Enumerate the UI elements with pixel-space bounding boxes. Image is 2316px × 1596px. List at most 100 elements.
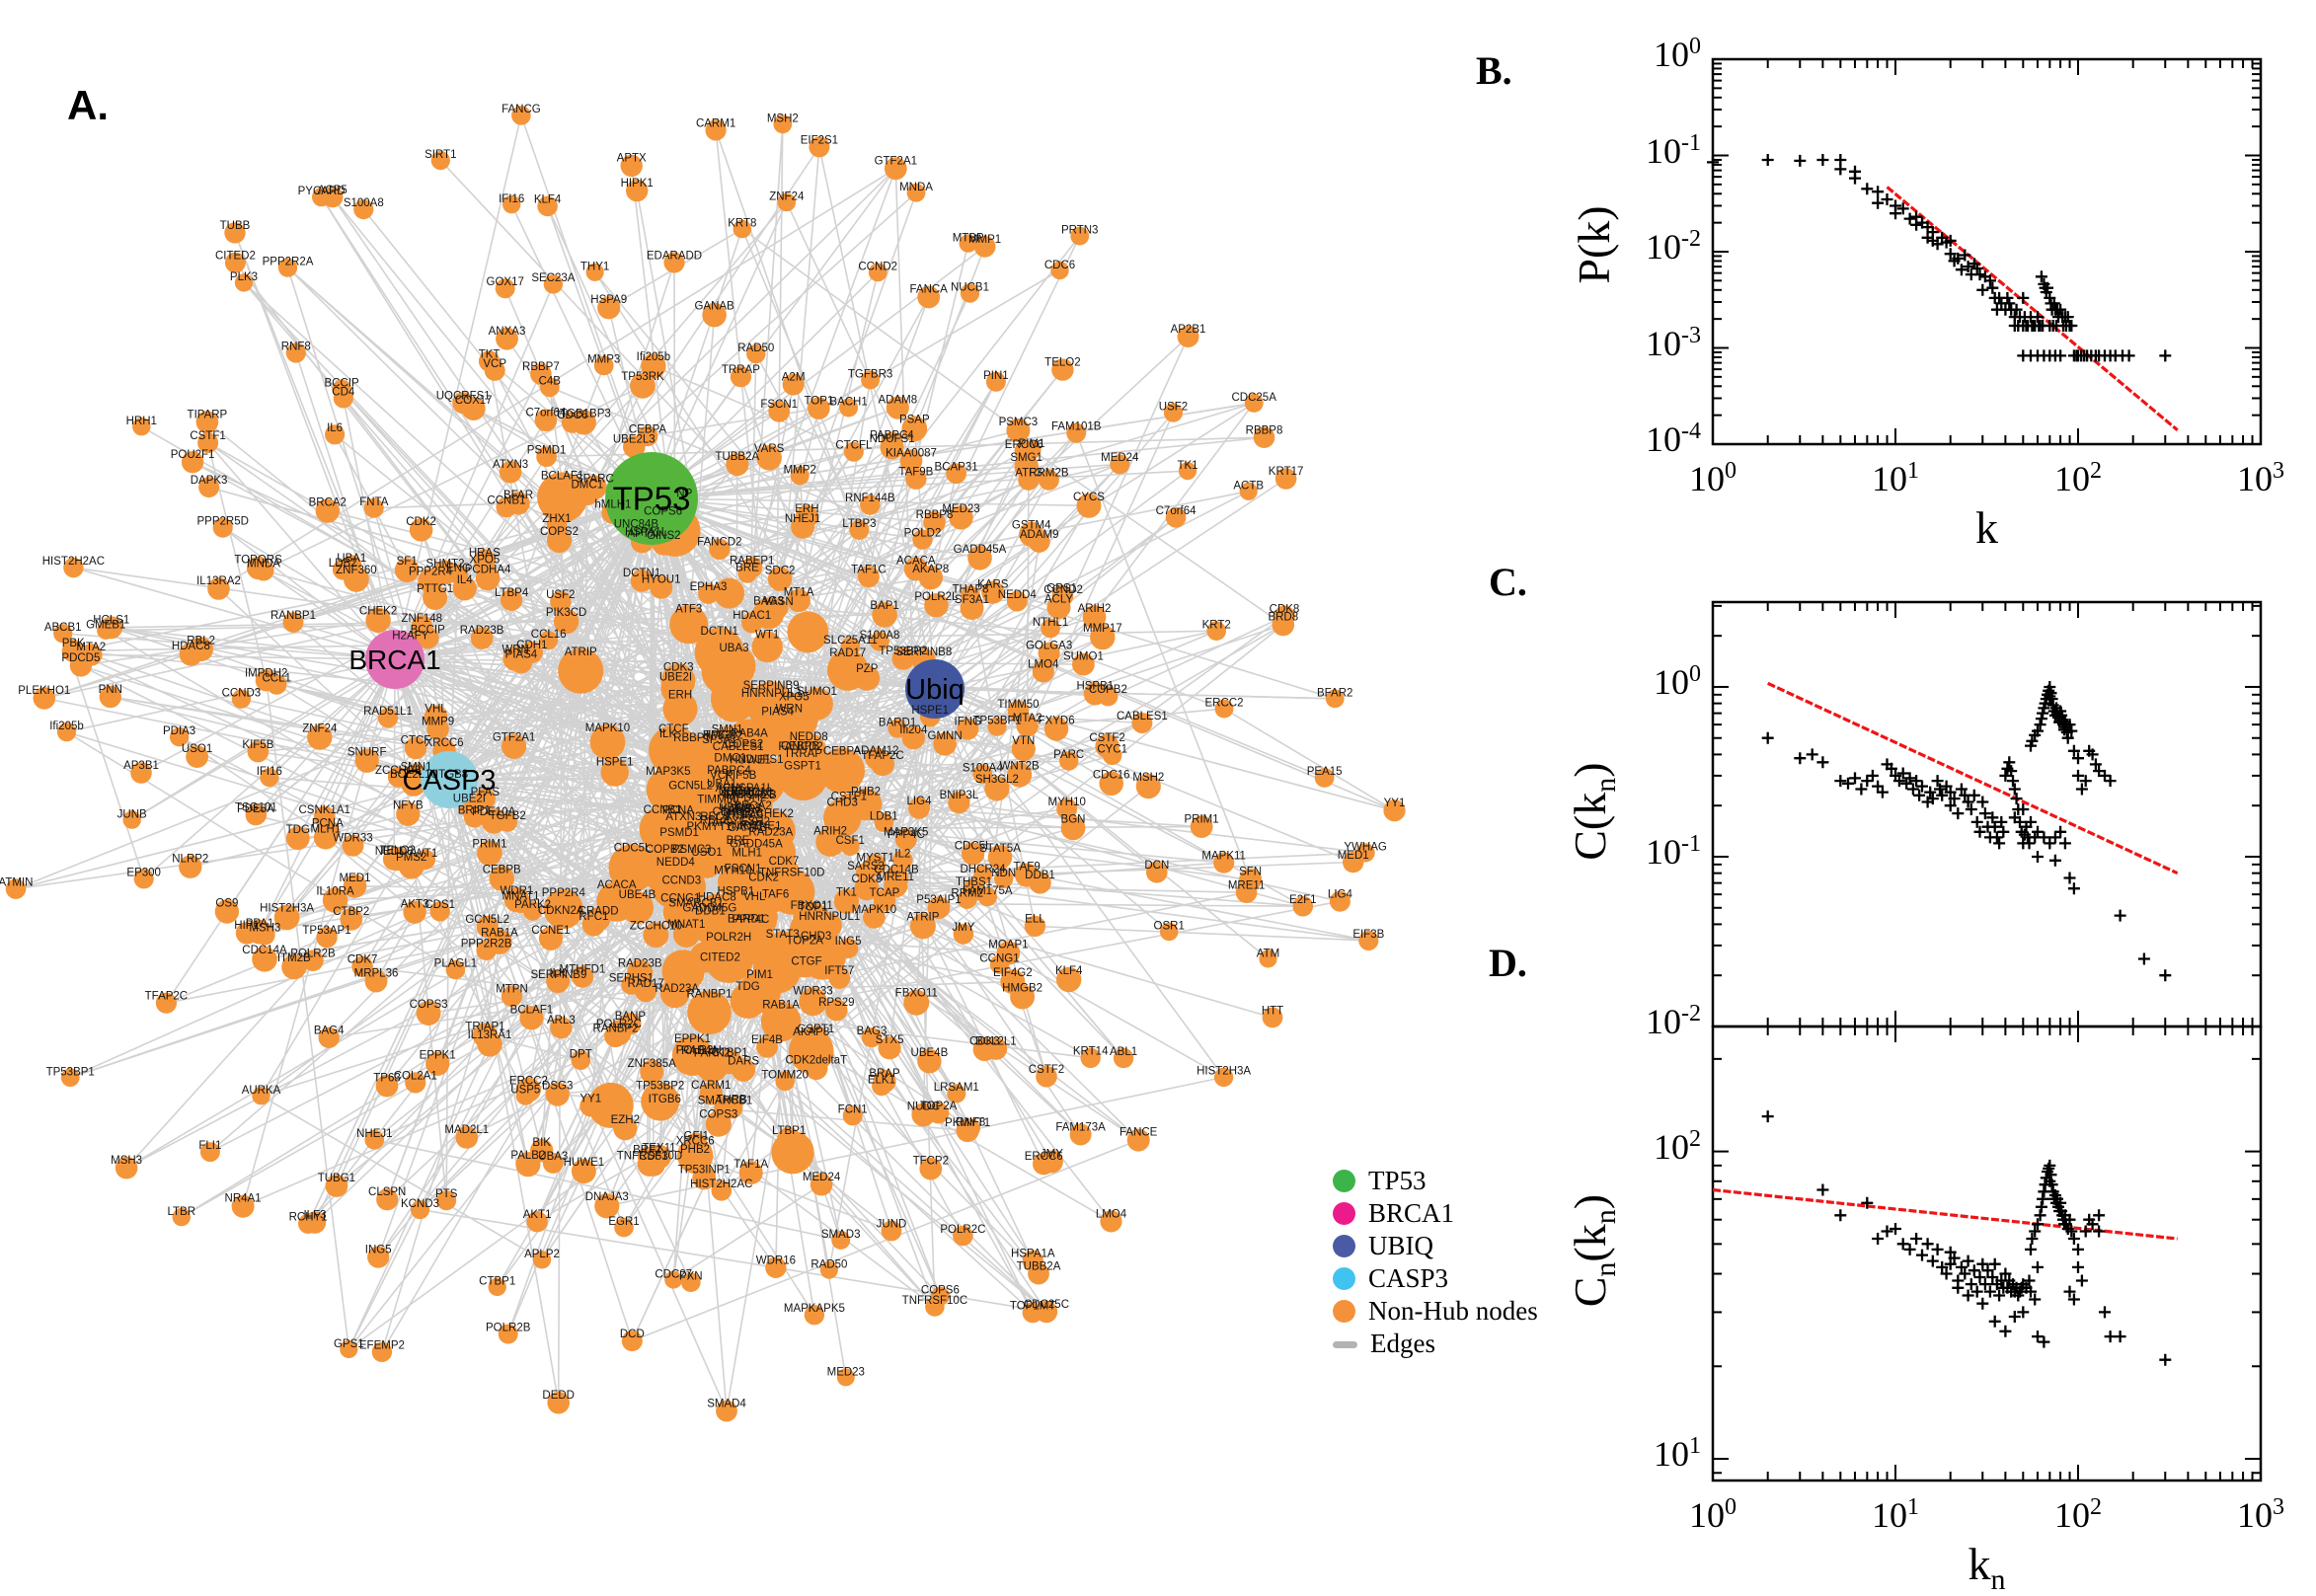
data-point — [2093, 1226, 2105, 1238]
legend-item-tp53: TP53 — [1333, 1165, 1538, 1197]
data-point — [1910, 1233, 1922, 1245]
data-point — [2032, 826, 2044, 838]
data-point — [1816, 756, 1828, 768]
ubiq-swatch-icon — [1333, 1235, 1355, 1257]
data-point — [1913, 790, 1925, 801]
legend-item-casp3: CASP3 — [1333, 1262, 1538, 1295]
fit-line — [1768, 683, 2178, 873]
data-point — [1999, 1326, 2011, 1337]
data-point — [1816, 1184, 1828, 1196]
data-point — [2076, 1275, 2088, 1287]
panel-label-c: C. — [1489, 563, 1527, 602]
data-point — [1969, 790, 1980, 801]
data-point — [1989, 1258, 2001, 1270]
data-point — [1966, 1278, 1977, 1290]
data-point — [1849, 772, 1861, 784]
data-point — [1855, 784, 1867, 796]
data-point — [1882, 1226, 1893, 1238]
x-tick-label: 102 — [2009, 1494, 2147, 1536]
data-point — [1794, 752, 1806, 764]
brca1-swatch-icon — [1333, 1202, 1355, 1225]
data-point — [2032, 1218, 2044, 1230]
data-point — [2038, 1336, 2049, 1348]
data-point — [1834, 775, 1846, 787]
data-point — [1922, 1238, 1934, 1250]
data-point — [1993, 837, 2005, 849]
data-point — [1904, 1244, 1916, 1255]
data-point — [2011, 793, 2023, 804]
x-tick-label: 103 — [2192, 1494, 2316, 1536]
data-point — [2115, 1330, 2126, 1342]
y-axis-label: P(k) — [1572, 57, 1617, 432]
data-point — [2017, 292, 2029, 304]
y-axis-label: C(kn) — [1568, 624, 1621, 999]
data-point — [2049, 855, 2061, 867]
x-tick-label: 100 — [1644, 458, 1782, 499]
data-point — [2036, 713, 2047, 724]
fit-line — [1888, 187, 2178, 429]
data-point — [2026, 1233, 2038, 1245]
data-point — [1910, 211, 1922, 223]
x-axis-label: k — [1928, 505, 2046, 551]
y-tick-label: 101 — [1575, 1433, 1701, 1475]
legend-item-brca1: BRCA1 — [1333, 1197, 1538, 1230]
data-point — [2068, 882, 2080, 894]
data-point — [2159, 1354, 2171, 1366]
data-point — [2044, 837, 2055, 849]
fit-line — [1713, 1190, 2178, 1240]
data-point — [1897, 1238, 1909, 1250]
y-tick-label: 10-2 — [1575, 1001, 1701, 1042]
data-point — [1861, 183, 1873, 194]
data-point — [2032, 1261, 2044, 1273]
data-point — [1707, 156, 1719, 168]
data-point — [1904, 213, 1916, 225]
x-tick-label: 101 — [1826, 458, 1965, 499]
data-point — [1989, 1316, 2001, 1328]
data-point — [2036, 1201, 2047, 1213]
data-point — [1916, 1250, 1928, 1261]
data-point — [1974, 1271, 1986, 1283]
nonhub-swatch-icon — [1333, 1300, 1355, 1323]
tp53-swatch-icon — [1333, 1170, 1355, 1192]
data-point — [2123, 349, 2135, 361]
x-tick-label: 100 — [1644, 1494, 1782, 1536]
x-axis-label: kn — [1928, 1542, 2046, 1595]
data-point — [2029, 1226, 2041, 1238]
plot-frame — [1713, 1026, 2261, 1481]
data-point — [2001, 292, 2013, 304]
data-point — [2059, 837, 2071, 849]
data-point — [2003, 756, 2015, 768]
panel-label-d: D. — [1489, 944, 1527, 983]
y-axis-label: Cn(kn) — [1568, 1063, 1621, 1438]
data-point — [1974, 268, 1986, 280]
data-point — [1872, 1233, 1884, 1245]
plot-frame — [1713, 59, 2261, 444]
data-point — [1952, 807, 1964, 819]
data-point — [1834, 154, 1846, 166]
data-point — [1932, 1244, 1944, 1255]
data-point — [1842, 778, 1854, 790]
casp3-swatch-icon — [1333, 1267, 1355, 1290]
data-point — [1872, 186, 1884, 197]
edge-swatch-icon — [1333, 1341, 1357, 1348]
data-point — [1976, 284, 1988, 296]
data-point — [2138, 953, 2150, 965]
data-point — [1952, 1282, 1964, 1294]
data-point — [1762, 154, 1774, 166]
data-point — [1816, 154, 1828, 166]
plot-panel-D — [1713, 1026, 2261, 1481]
data-point — [1762, 1110, 1774, 1122]
data-point — [1976, 1298, 1988, 1310]
data-point — [1807, 748, 1818, 760]
data-point — [1890, 1223, 1901, 1235]
legend: TP53 BRCA1 UBIQ CASP3 Non-Hub nodes Edge… — [1333, 1165, 1538, 1360]
data-point — [2159, 969, 2171, 981]
data-point — [2072, 1261, 2084, 1273]
x-tick-label: 101 — [1826, 1494, 1965, 1536]
data-point — [2032, 851, 2044, 863]
data-point — [2035, 1209, 2046, 1221]
data-point — [2099, 1306, 2111, 1318]
data-point — [2036, 270, 2047, 282]
